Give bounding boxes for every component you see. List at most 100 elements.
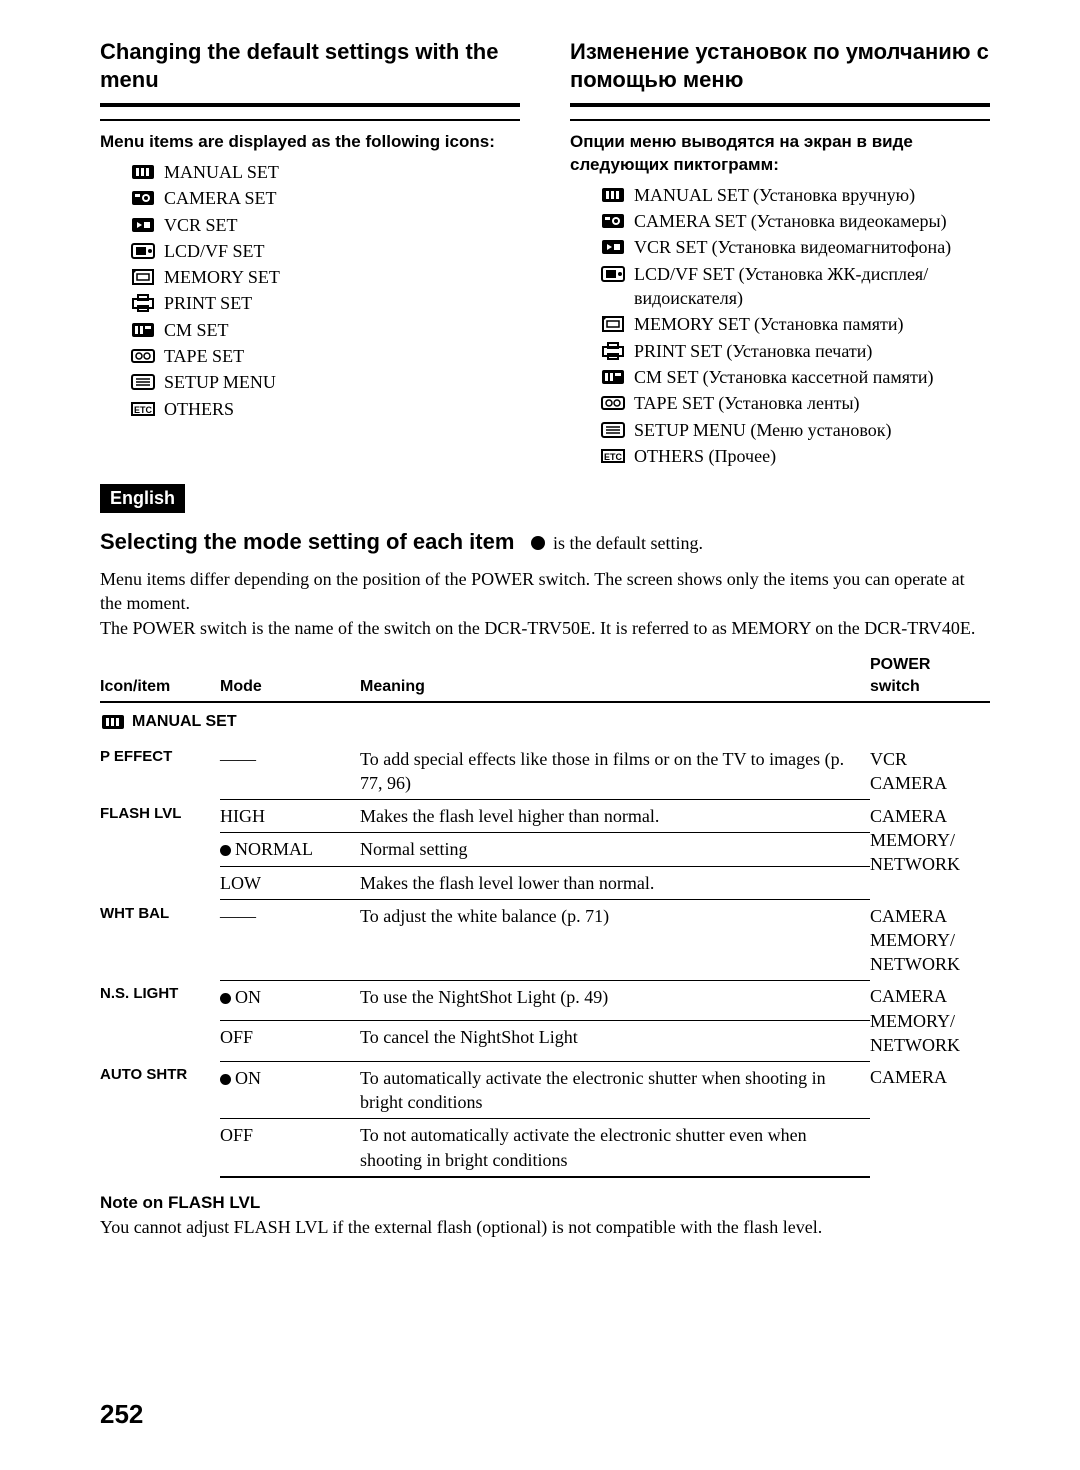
language-badge: English xyxy=(100,484,185,513)
icon-list-item: CM SET (Установка кассетной памяти) xyxy=(600,365,990,389)
vcr-icon xyxy=(130,215,156,235)
icon-list-label: MANUAL SET (Установка вручную) xyxy=(634,183,915,207)
table-row: NORMALNormal setting xyxy=(100,833,990,866)
item-name: AUTO SHTR xyxy=(100,1061,220,1177)
mode-cell: —— xyxy=(220,900,360,981)
meaning-cell: To add special effects like those in fil… xyxy=(360,743,870,800)
icon-list-item: MANUAL SET xyxy=(130,160,520,184)
table-row: OFFTo cancel the NightShot Light xyxy=(100,1021,990,1061)
etc-icon xyxy=(600,446,626,466)
power-cell: CAMERA xyxy=(870,1061,990,1177)
camera-icon xyxy=(600,211,626,231)
icon-list-label: SETUP MENU xyxy=(164,370,276,394)
icon-list-item: VCR SET xyxy=(130,213,520,237)
item-name: FLASH LVL xyxy=(100,800,220,900)
icon-list-label: CM SET xyxy=(164,318,229,342)
icon-list-label: OTHERS xyxy=(164,397,234,421)
power-cell: CAMERA MEMORY/ NETWORK xyxy=(870,800,990,900)
icon-list-item: PRINT SET xyxy=(130,291,520,315)
memory-icon xyxy=(600,314,626,334)
table-row: WHT BAL——To adjust the white balance (p.… xyxy=(100,900,990,981)
mode-legend: is the default setting. xyxy=(521,533,703,553)
table-row: N.S. LIGHTONTo use the NightShot Light (… xyxy=(100,980,990,1020)
rule xyxy=(100,119,520,121)
item-name: P EFFECT xyxy=(100,743,220,800)
meaning-cell: To automatically activate the electronic… xyxy=(360,1061,870,1119)
mode-cell: HIGH xyxy=(220,800,360,833)
icon-list-item: CAMERA SET xyxy=(130,186,520,210)
memory-icon xyxy=(130,267,156,287)
table-group-row: MANUAL SET xyxy=(100,702,990,742)
note-body: You cannot adjust FLASH LVL if the exter… xyxy=(100,1215,990,1239)
lcd-icon xyxy=(130,241,156,261)
print-icon xyxy=(130,293,156,313)
group-label: MANUAL SET xyxy=(132,711,237,733)
manual-icon xyxy=(600,185,626,205)
icon-list-label: SETUP MENU (Меню установок) xyxy=(634,418,891,442)
right-icon-list: MANUAL SET (Установка вручную)CAMERA SET… xyxy=(570,183,990,468)
meaning-cell: Makes the flash level higher than normal… xyxy=(360,800,870,833)
icon-list-label: CM SET (Установка кассетной памяти) xyxy=(634,365,934,389)
right-title: Изменение установок по умолчанию с помощ… xyxy=(570,38,990,93)
setup-icon xyxy=(130,372,156,392)
rule xyxy=(100,103,520,107)
mode-cell: ON xyxy=(220,980,360,1020)
icon-list-label: MEMORY SET xyxy=(164,265,280,289)
mode-cell: —— xyxy=(220,743,360,800)
note-head: Note on FLASH LVL xyxy=(100,1192,990,1215)
mode-cell: ON xyxy=(220,1061,360,1119)
page-number: 252 xyxy=(100,1397,143,1432)
mode-heading: Selecting the mode setting of each item … xyxy=(100,527,990,557)
mode-cell: NORMAL xyxy=(220,833,360,866)
rule xyxy=(570,103,990,107)
icon-list-item: OTHERS xyxy=(130,397,520,421)
power-cell: CAMERA MEMORY/ NETWORK xyxy=(870,980,990,1061)
left-subhead: Menu items are displayed as the followin… xyxy=(100,131,520,154)
icon-list-label: OTHERS (Прочее) xyxy=(634,444,776,468)
icon-list-label: VCR SET (Установка видеомагнитофона) xyxy=(634,235,951,259)
icon-list-label: LCD/VF SET (Установка ЖК-дисплея/видоиск… xyxy=(634,262,990,311)
table-row: LOWMakes the flash level lower than norm… xyxy=(100,866,990,899)
mode-legend-text: is the default setting. xyxy=(553,533,703,553)
icon-list-label: TAPE SET xyxy=(164,344,244,368)
icon-list-label: CAMERA SET (Установка видеокамеры) xyxy=(634,209,947,233)
cm-icon xyxy=(600,367,626,387)
meaning-cell: To cancel the NightShot Light xyxy=(360,1021,870,1061)
default-bullet-icon xyxy=(220,1074,231,1085)
icon-list-item: CAMERA SET (Установка видеокамеры) xyxy=(600,209,990,233)
default-bullet-icon xyxy=(220,993,231,1004)
manual-icon xyxy=(100,712,126,732)
meaning-cell: To adjust the white balance (p. 71) xyxy=(360,900,870,981)
icon-list-label: MEMORY SET (Установка памяти) xyxy=(634,312,904,336)
meaning-cell: To not automatically activate the electr… xyxy=(360,1119,870,1177)
right-column: Изменение установок по умолчанию с помощ… xyxy=(570,38,990,470)
rule xyxy=(570,119,990,121)
left-column: Changing the default settings with the m… xyxy=(100,38,520,470)
th-icon: Icon/item xyxy=(100,650,220,702)
table-row: P EFFECT——To add special effects like th… xyxy=(100,743,990,800)
print-icon xyxy=(600,341,626,361)
vcr-icon xyxy=(600,237,626,257)
icon-list-item: TAPE SET (Установка ленты) xyxy=(600,391,990,415)
setup-icon xyxy=(600,420,626,440)
power-cell: CAMERA MEMORY/ NETWORK xyxy=(870,900,990,981)
th-mode: Mode xyxy=(220,650,360,702)
icon-list-item: TAPE SET xyxy=(130,344,520,368)
icon-list-label: CAMERA SET xyxy=(164,186,277,210)
icon-list-label: LCD/VF SET xyxy=(164,239,265,263)
icon-list-item: MANUAL SET (Установка вручную) xyxy=(600,183,990,207)
icon-list-label: PRINT SET xyxy=(164,291,252,315)
item-name: WHT BAL xyxy=(100,900,220,981)
icon-list-item: MEMORY SET (Установка памяти) xyxy=(600,312,990,336)
two-column-section: Changing the default settings with the m… xyxy=(100,38,990,470)
camera-icon xyxy=(130,188,156,208)
meaning-cell: Makes the flash level lower than normal. xyxy=(360,866,870,899)
table-row: FLASH LVLHIGHMakes the flash level highe… xyxy=(100,800,990,833)
mode-cell: OFF xyxy=(220,1119,360,1177)
table-row: AUTO SHTRONTo automatically activate the… xyxy=(100,1061,990,1119)
default-bullet-icon xyxy=(531,536,545,550)
icon-list-label: MANUAL SET xyxy=(164,160,279,184)
left-title: Changing the default settings with the m… xyxy=(100,38,520,93)
mode-cell: LOW xyxy=(220,866,360,899)
tape-icon xyxy=(130,346,156,366)
